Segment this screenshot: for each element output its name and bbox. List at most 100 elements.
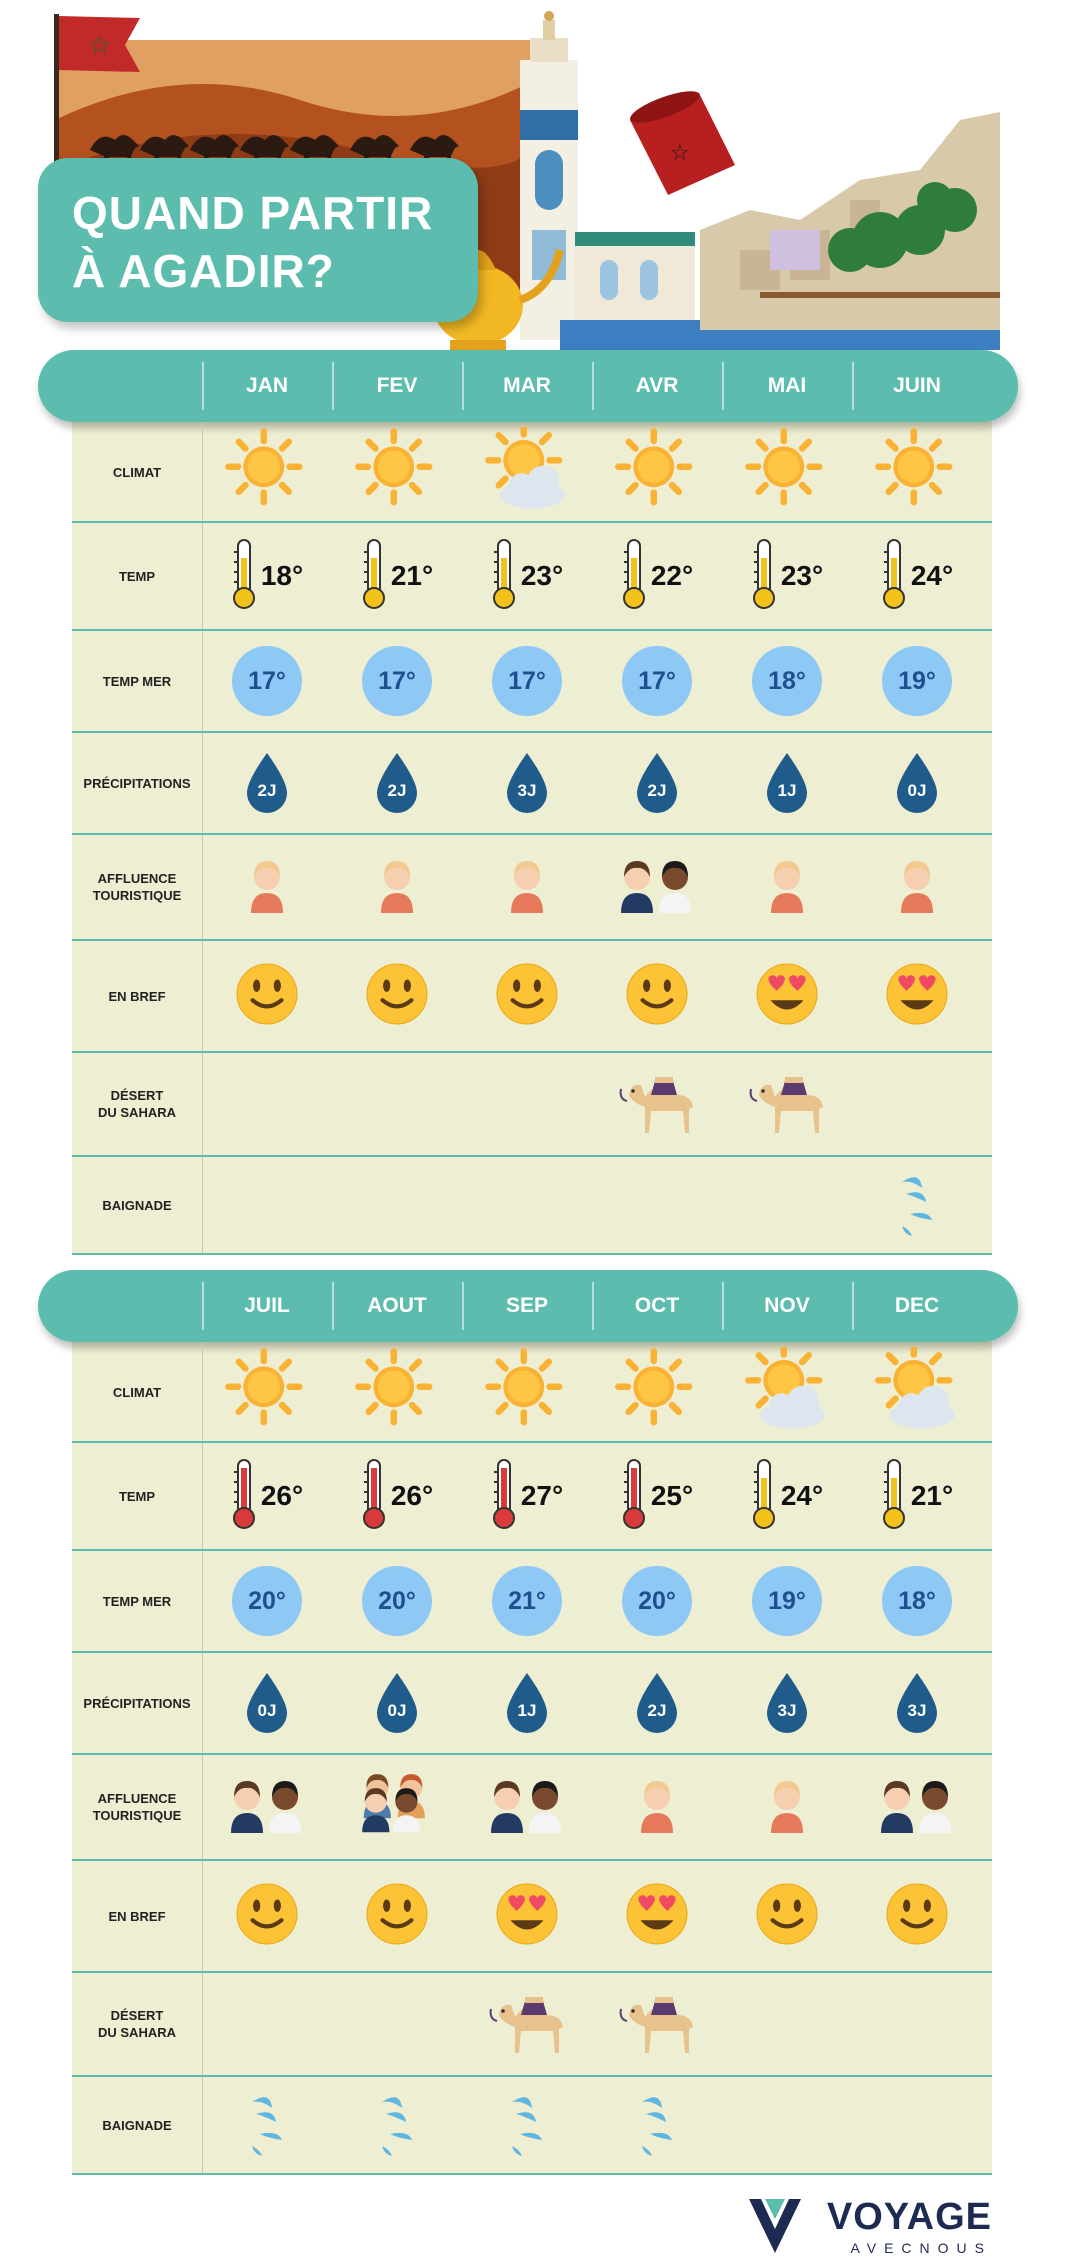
table-cell: 24° xyxy=(722,1442,852,1550)
thermometer-icon xyxy=(491,1458,517,1535)
month-header-mai: MAI xyxy=(767,374,807,397)
sun-icon xyxy=(874,427,960,518)
temperature-value: 22° xyxy=(650,560,694,591)
table-cell: 23° xyxy=(462,522,592,630)
sea-temperature-value: 19° xyxy=(752,1566,822,1636)
row-label: EN BREF xyxy=(108,988,166,1004)
table-row: PRÉCIPITATIONS 0J 0J 1J 2J 3J 3J xyxy=(72,1652,992,1754)
svg-text:☆: ☆ xyxy=(88,31,111,61)
two-people-icon xyxy=(879,1775,955,1840)
table-cell xyxy=(722,2076,852,2174)
swimming-splash-icon xyxy=(372,2088,422,2163)
table-cell xyxy=(852,1754,982,1860)
sea-temperature-value: 19° xyxy=(882,646,952,716)
table-cell xyxy=(852,1052,982,1156)
rain-drop-icon: 1J xyxy=(503,1671,551,1735)
table-cell xyxy=(462,1156,592,1254)
row-divider xyxy=(72,629,992,631)
month-header-mar: MAR xyxy=(503,374,551,397)
month-header-dec: DEC xyxy=(894,1294,940,1317)
table-cell xyxy=(462,1860,592,1972)
page-title: QUAND PARTIR À AGADIR? xyxy=(72,187,434,297)
row-label: TEMP xyxy=(118,568,156,584)
table-cell xyxy=(202,1156,332,1254)
table-cell xyxy=(852,834,982,940)
swimming-splash-icon xyxy=(892,1168,942,1243)
sea-temperature-value: 20° xyxy=(362,1566,432,1636)
table-cell xyxy=(592,1342,722,1442)
rain-days-value: 0J xyxy=(907,781,927,800)
rain-days-value: 2J xyxy=(647,1701,667,1720)
smiley-emoji-icon xyxy=(756,1883,818,1950)
table-cell: 17° xyxy=(332,630,462,732)
table-cell: 1J xyxy=(462,1652,592,1754)
table-cell xyxy=(332,1972,462,2076)
row-divider xyxy=(72,2075,992,2077)
month-header-nov: NOV xyxy=(764,1294,810,1317)
rain-drop-icon: 2J xyxy=(633,1671,681,1735)
table-panel xyxy=(72,386,992,1254)
sun-cloud-icon xyxy=(874,1341,960,1438)
month-header-bar: JAN FEV MAR AVR MAI JUIN xyxy=(38,350,1018,422)
column-divider xyxy=(202,1342,203,2174)
table-row: CLIMAT xyxy=(72,421,992,522)
swimming-splash-icon xyxy=(502,2088,552,2163)
row-label: BAIGNADE xyxy=(102,2117,172,2133)
table-cell xyxy=(722,1052,852,1156)
heart-eyes-emoji-icon xyxy=(756,963,818,1030)
table-cell: 0J xyxy=(852,732,982,834)
table-cell xyxy=(332,422,462,522)
table-cell: 26° xyxy=(332,1442,462,1550)
table-cell: 1J xyxy=(722,732,852,834)
sea-temperature-value: 17° xyxy=(362,646,432,716)
row-divider xyxy=(72,1971,992,1973)
rain-days-value: 0J xyxy=(257,1701,277,1720)
row-divider xyxy=(72,833,992,835)
rain-days-value: 1J xyxy=(517,1701,537,1720)
thermometer-icon xyxy=(621,1458,647,1535)
table-cell xyxy=(852,1156,982,1254)
table-cell xyxy=(332,1754,462,1860)
table-cell xyxy=(462,1972,592,2076)
row-label: EN BREF xyxy=(108,1908,166,1924)
table-row: CLIMAT xyxy=(72,1341,992,1442)
table-cell xyxy=(202,834,332,940)
table-cell xyxy=(202,1052,332,1156)
table-row: AFFLUENCE TOURISTIQUE xyxy=(72,834,992,940)
camel-icon xyxy=(611,1067,703,1142)
rain-days-value: 1J xyxy=(777,781,797,800)
group-people-icon xyxy=(352,1769,442,1846)
table-cell: 20° xyxy=(332,1550,462,1652)
table-cell: 0J xyxy=(202,1652,332,1754)
header-divider xyxy=(722,362,724,410)
thermometer-icon xyxy=(361,538,387,615)
table-row: DÉSERT DU SAHARA xyxy=(72,1972,992,2076)
one-person-icon xyxy=(767,1775,807,1840)
row-divider xyxy=(72,1253,992,1255)
temperature-value: 21° xyxy=(910,1480,954,1511)
table-cell: 18° xyxy=(722,630,852,732)
table-cell xyxy=(332,1342,462,1442)
table-cell xyxy=(722,1156,852,1254)
temperature-value: 24° xyxy=(910,560,954,591)
sun-icon xyxy=(614,1347,700,1438)
table-cell xyxy=(202,1342,332,1442)
table-row: DÉSERT DU SAHARA xyxy=(72,1052,992,1156)
table-cell xyxy=(722,1341,852,1442)
table-cell: 3J xyxy=(462,732,592,834)
temperature-value: 25° xyxy=(650,1480,694,1511)
heart-eyes-emoji-icon xyxy=(626,1883,688,1950)
one-person-icon xyxy=(637,1775,677,1840)
sea-temperature-value: 20° xyxy=(622,1566,692,1636)
header-divider xyxy=(202,1282,204,1330)
row-divider xyxy=(72,1051,992,1053)
sun-icon xyxy=(484,1347,570,1438)
table-cell: 20° xyxy=(592,1550,722,1652)
row-label: TEMP xyxy=(118,1488,156,1504)
temperature-value: 18° xyxy=(260,560,304,591)
temperature-value: 24° xyxy=(780,1480,824,1511)
header-divider xyxy=(722,1282,724,1330)
heart-eyes-emoji-icon xyxy=(496,1883,558,1950)
table-cell xyxy=(852,1341,982,1442)
table-cell xyxy=(592,940,722,1052)
